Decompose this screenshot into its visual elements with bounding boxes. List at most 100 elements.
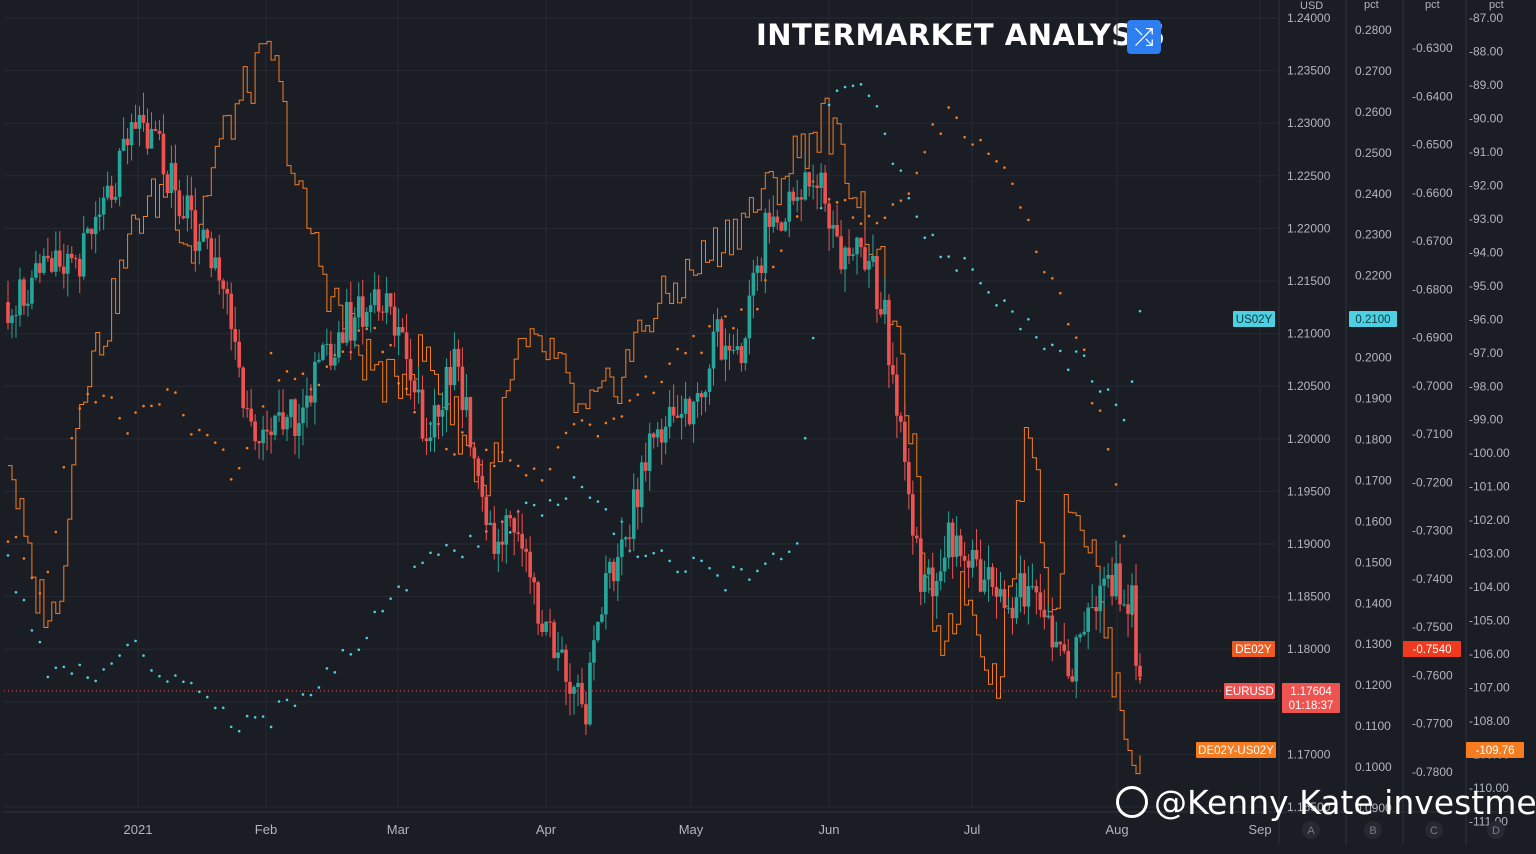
candle-body [209,238,214,269]
dot-point [684,570,687,573]
candle-body [628,537,632,539]
dot-point [843,198,847,202]
d-tick-label: -102.00 [1469,513,1510,527]
candle-body [966,560,971,568]
x-tick-label: Mar [387,822,410,837]
candle-body [117,150,122,197]
dot-point [158,674,161,678]
candle-body [520,533,524,549]
dot-point [540,514,544,517]
candle-body [1014,597,1019,619]
dot-point [142,404,145,408]
candle-body [348,301,353,341]
dot-point [166,388,169,391]
candle-body [604,573,608,615]
dot-point [660,549,663,552]
candle-body [360,296,365,327]
candle-body [835,224,839,237]
candle-body [703,391,708,398]
dot-point [365,636,369,640]
dot-point [652,551,656,555]
us02y-value-tag: 0.2100 [1355,314,1390,326]
candle-body [1098,585,1102,612]
dot-point [293,377,297,381]
candle-body [161,133,166,175]
eurusd-candles [6,92,1142,736]
candle-body [201,229,206,242]
candle-body [564,649,568,682]
dot-point [38,591,42,595]
dot-point [947,255,950,258]
candle-body [273,415,277,436]
candle-body [265,429,269,432]
dot-point [580,485,584,489]
candle-body [1086,607,1090,632]
usd-tick-label: 1.19500 [1287,484,1331,498]
axis-footer-letter: D [1492,825,1500,837]
dot-point [939,132,943,135]
candle-body [1002,589,1007,608]
candle-body [863,247,867,270]
dot-point [261,405,265,408]
de02y-dots [6,106,1142,681]
d-tick-label: -103.00 [1469,547,1510,561]
us02y-tag-bg [1233,311,1275,327]
dot-point [875,104,879,108]
dot-point [532,467,536,470]
candle-body [659,429,664,443]
candle-body [512,518,517,533]
candle-body [775,216,780,223]
d-tick-label: -93.00 [1469,212,1503,226]
dot-point [309,693,313,697]
candle-body [739,346,744,364]
candle-body [46,255,50,259]
d-tick-label: -94.00 [1469,245,1503,259]
candle-body [1026,586,1031,607]
candle-body [22,279,26,306]
dot-point [995,304,998,307]
candle-body [404,332,409,360]
axis-footer-badge [1364,821,1382,839]
candle-body [560,649,564,653]
dot-point [213,441,217,444]
candle-body [631,489,636,539]
dot-point [1043,270,1046,274]
candle-body [1102,578,1106,586]
candle-body [101,197,106,215]
candle-body [1038,592,1043,610]
dot-point [931,123,935,126]
dot-point [365,327,369,331]
dot-point [891,203,895,206]
candle-body [372,289,377,306]
c-tick-label: -0.6500 [1412,138,1453,152]
d-tick-label: -96.00 [1469,312,1503,326]
candle-body [655,429,660,438]
x-tick-label: Jun [819,822,840,837]
dot-point [277,379,281,382]
dot-point [588,423,592,426]
b-tick-label: 0.2200 [1355,269,1392,283]
candle-body [153,128,158,131]
dot-point [357,648,361,652]
dot-point [1066,368,1070,372]
dot-point [1082,354,1086,357]
dot-point [891,162,895,166]
b-tick-label: 0.1900 [1355,392,1392,406]
d-tick-label: -98.00 [1469,379,1503,393]
dot-point [86,392,90,396]
candle-body [408,359,413,381]
d-tick-label: -108.00 [1469,714,1510,728]
dot-point [779,249,783,252]
dot-point [150,404,153,408]
candle-body [1134,585,1138,666]
candle-body [588,662,592,725]
candle-body [639,462,644,508]
dot-point [923,150,927,154]
candle-body [81,233,86,277]
candle-body [476,458,481,476]
candle-body [14,315,18,317]
candle-body [524,548,528,552]
candle-body [424,438,429,442]
candle-body [1070,676,1075,682]
